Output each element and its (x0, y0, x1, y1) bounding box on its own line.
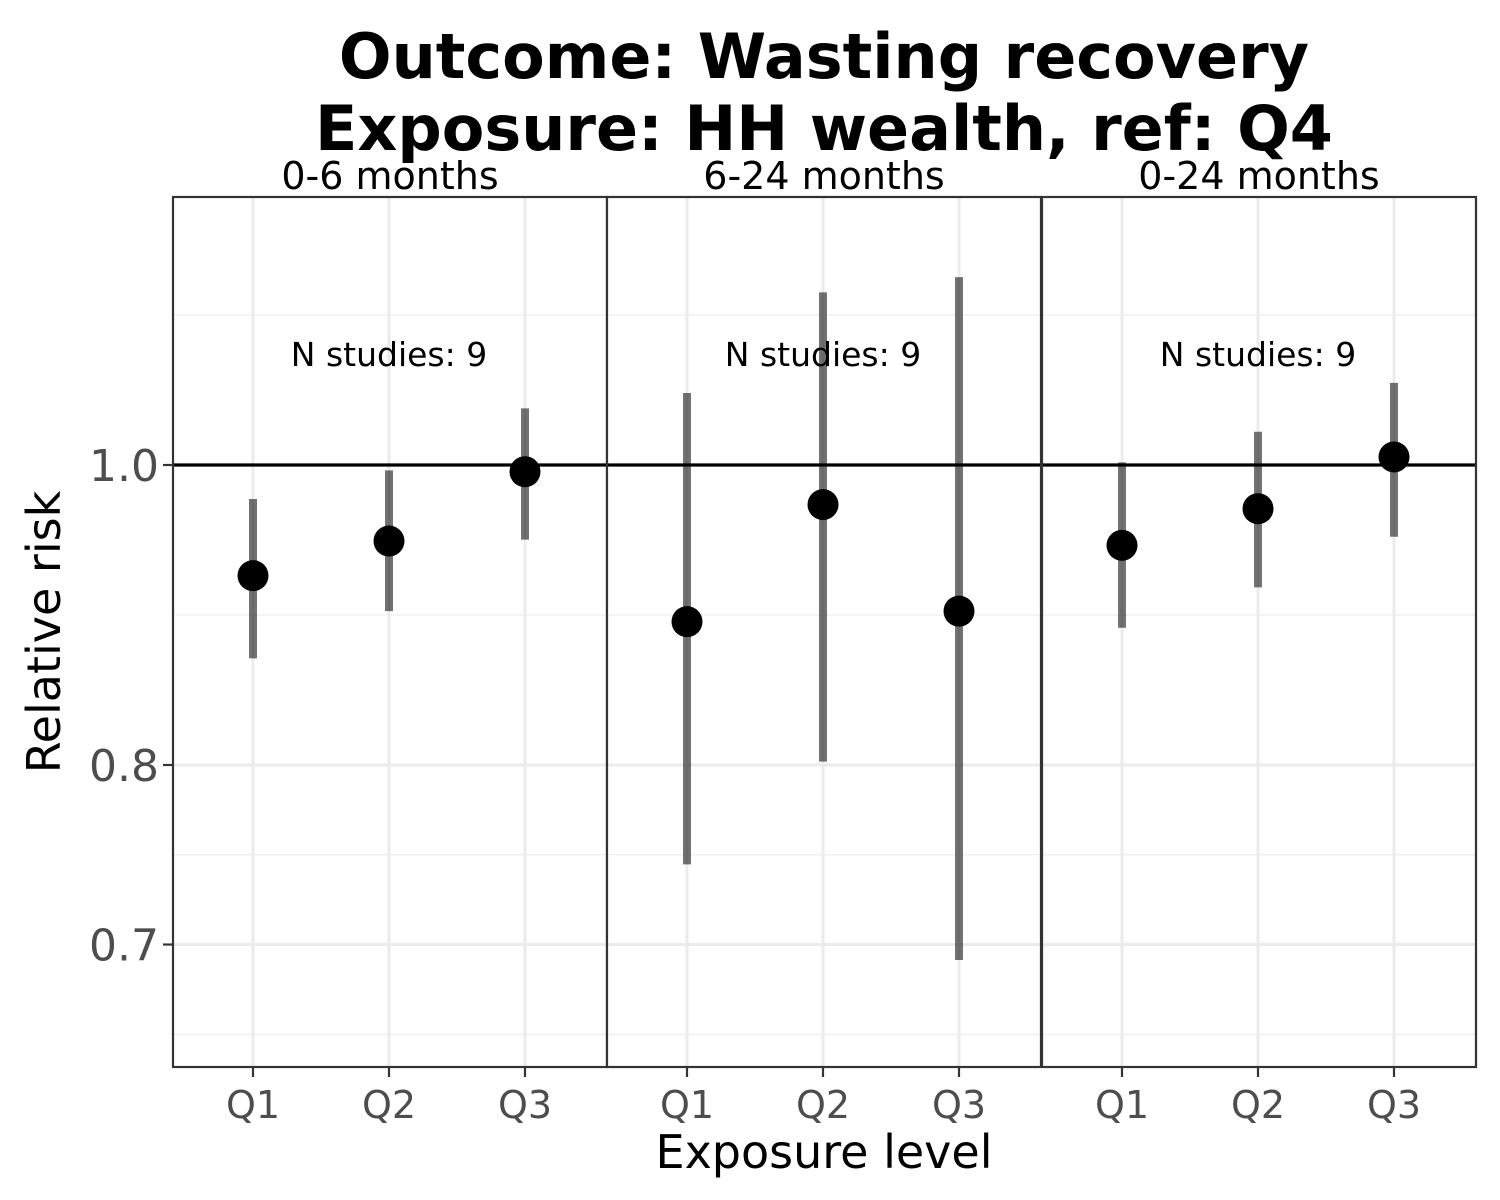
point-estimate (671, 606, 703, 638)
x-tick-label: Q2 (796, 1083, 850, 1127)
x-tick-label: Q1 (226, 1083, 280, 1127)
y-axis-label: Relative risk (17, 490, 71, 773)
y-tick-label: 1.0 (89, 441, 159, 492)
point-estimate (1242, 493, 1274, 525)
point-estimate (807, 489, 839, 521)
panel-strip-label: 6-24 months (703, 154, 944, 198)
plot-area: N studies: 9 0-6 months Q1 Q2 Q3 N studies: 9… (89, 154, 1478, 1127)
point-estimate (237, 560, 269, 592)
n-studies-label: N studies: 9 (291, 335, 487, 374)
point-estimate (373, 525, 405, 557)
y-tick-label: 0.8 (89, 741, 159, 792)
x-axis-label: Exposure level (656, 1125, 993, 1179)
x-tick-label: Q2 (1231, 1083, 1285, 1127)
y-tick-label: 0.7 (89, 921, 159, 972)
point-estimate (943, 595, 975, 627)
point-estimate (1106, 529, 1138, 561)
x-tick-label: Q1 (660, 1083, 714, 1127)
x-tick-label: Q3 (932, 1083, 986, 1127)
panel-strip-label: 0-6 months (281, 154, 498, 198)
chart-title-line1: Outcome: Wasting recovery (339, 20, 1309, 93)
n-studies-label: N studies: 9 (1160, 335, 1356, 374)
x-tick-label: Q1 (1095, 1083, 1149, 1127)
x-tick-label: Q3 (1367, 1083, 1421, 1127)
x-tick-label: Q3 (498, 1083, 552, 1127)
panel-strip-label: 0-24 months (1138, 154, 1379, 198)
point-estimate (509, 456, 541, 488)
point-estimate (1378, 441, 1410, 473)
chart-title-line2: Exposure: HH wealth, ref: Q4 (315, 92, 1333, 165)
x-tick-label: Q2 (362, 1083, 416, 1127)
